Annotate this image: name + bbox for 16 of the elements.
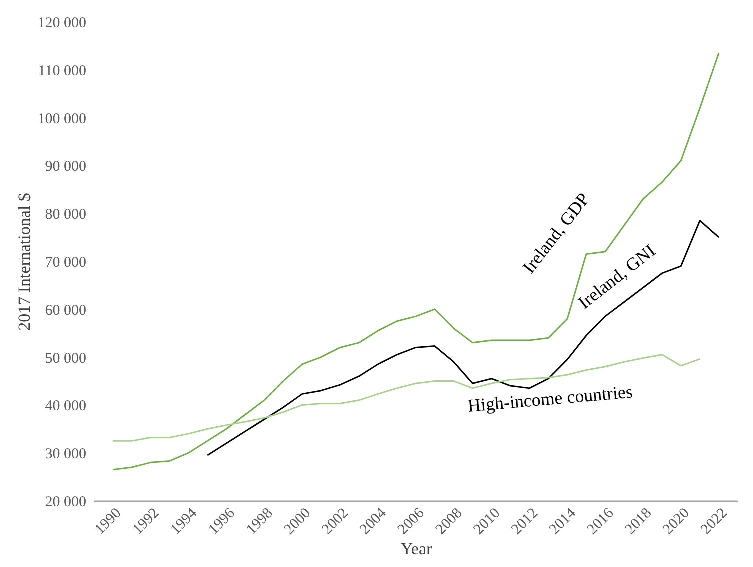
y-axis-title: 2017 International $: [14, 193, 34, 331]
y-tick-label: 40 000: [45, 398, 86, 415]
y-tick-label: 70 000: [45, 255, 86, 271]
line-series: [112, 354, 701, 442]
y-tick-label: 60 000: [45, 302, 86, 319]
x-axis-title: Year: [400, 539, 432, 558]
line-series: [112, 52, 720, 471]
series-label: High-income countries: [467, 382, 634, 416]
y-tick-label: 80 000: [45, 207, 86, 224]
y-tick-label: 90 000: [45, 159, 86, 176]
y-tick-label: 50 000: [45, 350, 86, 367]
y-tick-label: 120 000: [38, 16, 86, 32]
y-tick-label: 110 000: [38, 63, 86, 80]
y-tick-label: 20 000: [45, 494, 86, 510]
y-tick-label: 30 000: [45, 446, 86, 463]
y-tick-label: 100 000: [38, 111, 86, 128]
